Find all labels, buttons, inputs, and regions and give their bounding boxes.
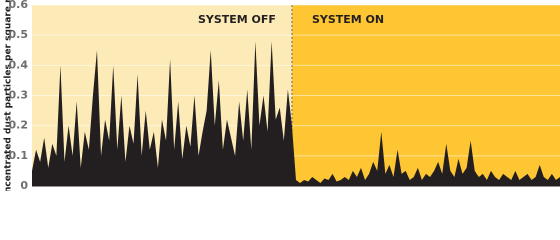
- y-tick-label: 0.4: [9, 58, 29, 71]
- y-tick-label: 0.3: [9, 89, 29, 102]
- y-tick-label: 0: [20, 179, 28, 191]
- area: [32, 41, 560, 187]
- region-label: SYSTEM OFF: [198, 13, 276, 26]
- y-tick-label: 0.2: [9, 119, 29, 132]
- y-axis-label: Concentrated dust particles per square m…: [4, 0, 14, 191]
- y-tick-label: 0.6: [9, 0, 29, 11]
- region-label: SYSTEM ON: [312, 13, 384, 26]
- y-tick-label: 0.5: [9, 28, 29, 41]
- chart: Concentrated dust particles per square m…: [4, 0, 560, 191]
- y-tick-label: 0.1: [9, 149, 29, 162]
